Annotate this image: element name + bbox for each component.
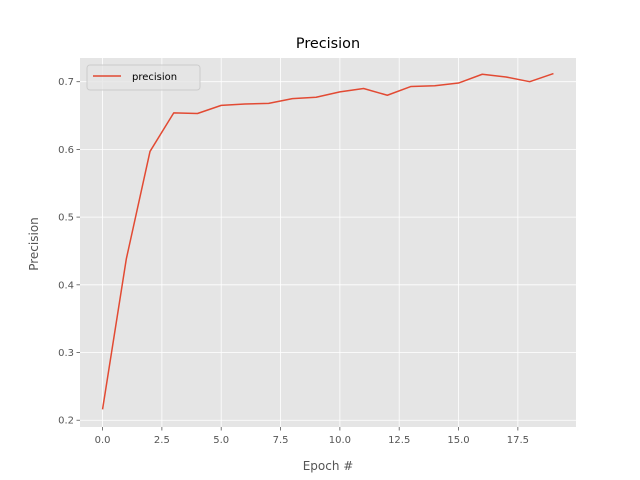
y-axis-label: Precision	[27, 217, 41, 271]
legend: precision	[86, 64, 201, 91]
x-tick-label: 10.0	[329, 435, 351, 446]
plot-area	[80, 58, 576, 427]
data-point	[243, 103, 246, 106]
x-tick-label: 5.0	[213, 435, 229, 446]
y-tick-label: 0.4	[58, 280, 74, 291]
data-point	[481, 73, 484, 76]
y-tick-label: 0.2	[58, 416, 74, 427]
y-tick-label: 0.6	[58, 145, 74, 156]
x-axis-label: Epoch #	[303, 459, 354, 473]
legend-label-precision: precision	[132, 72, 177, 83]
y-tick-label: 0.3	[58, 348, 74, 359]
data-point	[196, 112, 199, 115]
y-tick-label: 0.7	[58, 77, 74, 88]
grid-lines	[80, 58, 576, 427]
data-point	[433, 84, 436, 87]
data-point	[315, 96, 318, 99]
data-point	[220, 104, 223, 107]
data-point	[149, 150, 152, 153]
data-point	[386, 94, 389, 97]
data-point	[457, 82, 460, 85]
series-lines	[101, 72, 555, 411]
data-point	[291, 97, 294, 100]
axis-ticks: 0.0 2.5 5.0 7.5 10.0 12.5 15.0 17.5 0.2 0.3 0.4 0.5…	[58, 77, 529, 446]
data-point	[504, 75, 507, 78]
legend-box	[86, 64, 201, 91]
series-line-precision	[101, 72, 554, 410]
data-point	[101, 408, 104, 411]
data-point	[528, 80, 531, 83]
data-point	[362, 87, 365, 90]
x-tick-label: 0.0	[95, 435, 111, 446]
x-tick-label: 7.5	[273, 435, 289, 446]
data-point	[410, 85, 413, 88]
y-tick-label: 0.5	[58, 213, 74, 224]
chart-title: Precision	[296, 36, 360, 52]
data-point	[172, 111, 175, 114]
x-tick-label: 2.5	[154, 435, 170, 446]
x-tick-label: 15.0	[447, 435, 469, 446]
data-point	[338, 90, 341, 93]
data-point	[552, 72, 555, 75]
x-tick-label: 17.5	[507, 435, 529, 446]
data-point	[125, 258, 128, 261]
x-tick-label: 12.5	[388, 435, 410, 446]
data-point	[267, 102, 270, 105]
